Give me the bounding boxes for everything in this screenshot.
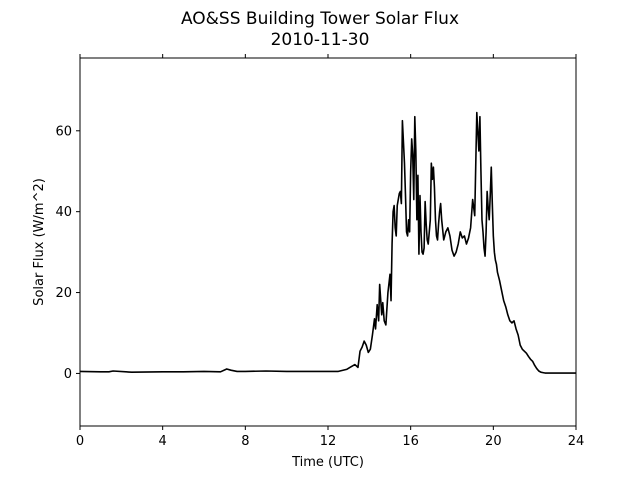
- y-tick-label: 20: [55, 286, 72, 301]
- chart-subtitle: 2010-11-30: [271, 30, 370, 50]
- y-axis-label: Solar Flux (W/m^2): [32, 178, 47, 306]
- x-tick-label: 0: [76, 434, 84, 449]
- series-line-0: [79, 111, 576, 374]
- x-tick-label: 20: [485, 434, 502, 449]
- x-tick-label: 24: [568, 434, 585, 449]
- y-tick-label: 0: [64, 367, 72, 382]
- x-tick-label: 12: [320, 434, 337, 449]
- x-tick-label: 4: [159, 434, 167, 449]
- x-tick-label: 16: [402, 434, 419, 449]
- chart-title: AO&SS Building Tower Solar Flux: [181, 9, 459, 29]
- plot-area: [79, 57, 577, 427]
- x-axis: 0 4 8 12 16 20 24: [76, 54, 584, 449]
- y-tick-label: 60: [55, 124, 72, 139]
- x-axis-label: Time (UTC): [291, 455, 364, 470]
- y-axis: 0 20 40 60: [55, 124, 80, 382]
- x-tick-label: 8: [241, 434, 249, 449]
- y-tick-label: 40: [55, 205, 72, 220]
